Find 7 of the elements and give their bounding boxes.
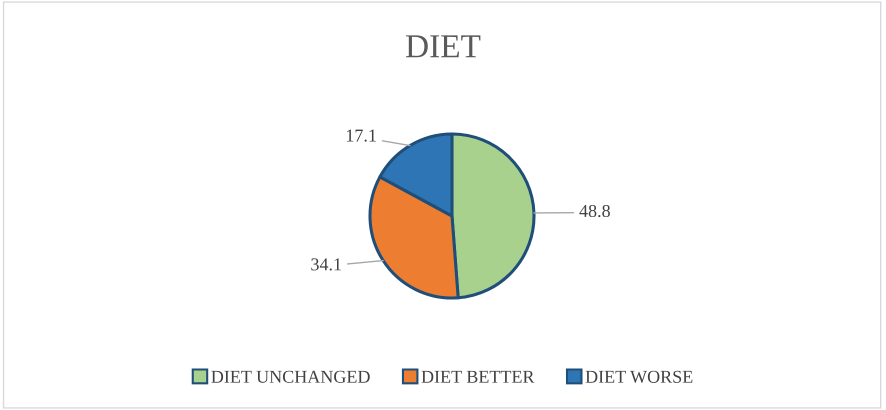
data-label: 17.1 <box>346 130 376 142</box>
legend-label: DIET WORSE <box>586 370 692 383</box>
legend-label: DIET UNCHANGED <box>211 370 370 383</box>
legend-label: DIET BETTER <box>422 370 534 383</box>
data-label: 48.8 <box>579 204 610 218</box>
data-label: 34.1 <box>311 258 341 271</box>
chart-title: DIET <box>406 35 480 58</box>
